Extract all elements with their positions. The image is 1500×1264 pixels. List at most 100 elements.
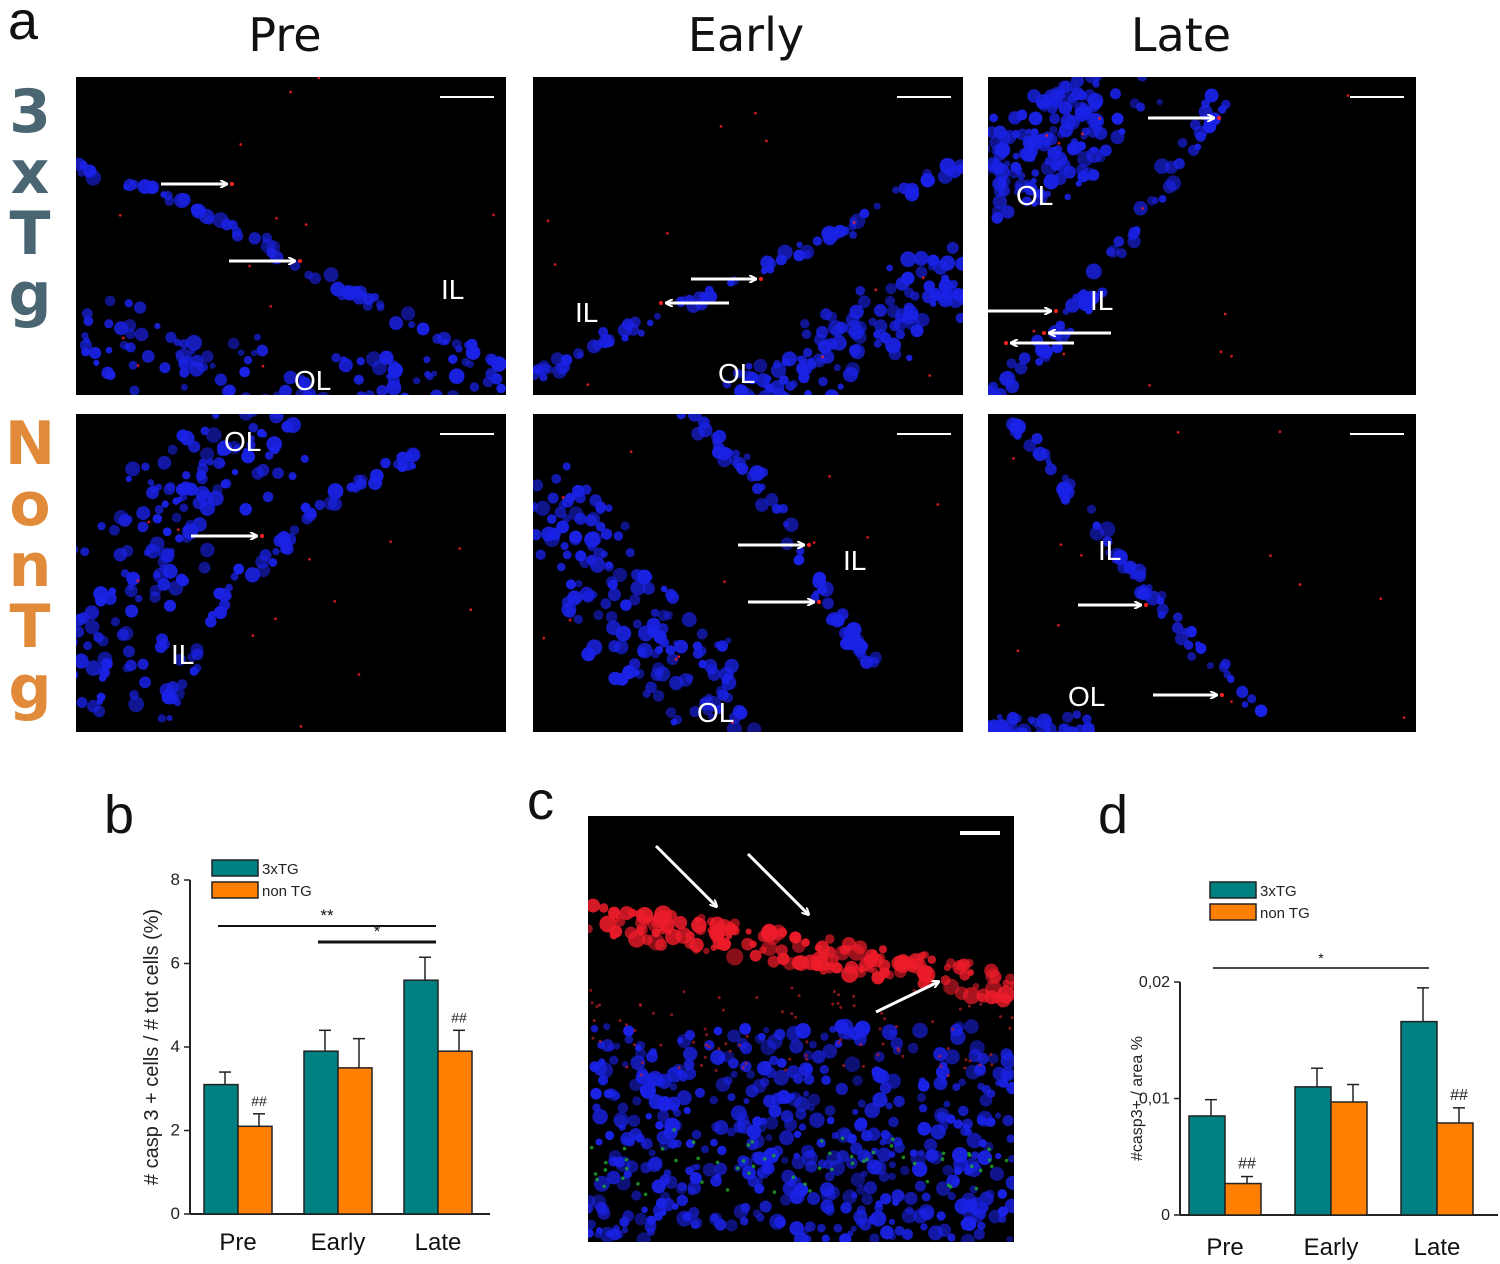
green-dot	[621, 1176, 625, 1181]
layer-label: OL	[294, 365, 331, 395]
caspase-dot	[861, 1064, 865, 1068]
caspase-dot	[754, 111, 757, 115]
caspase-dot	[1062, 352, 1066, 356]
caspase-dot	[333, 599, 337, 603]
caspase-dot	[724, 1042, 728, 1046]
y-axis-label: #casp3+ / area %	[1129, 1036, 1146, 1161]
caspase-dot	[912, 988, 916, 992]
nuclear-layer	[988, 710, 1095, 732]
green-dot	[741, 1159, 746, 1163]
row-label-char: T	[9, 199, 51, 269]
green-dot	[948, 1185, 953, 1189]
panel-label-b: b	[104, 785, 135, 845]
caspase-dot	[592, 1019, 596, 1023]
caspase-dot	[836, 1001, 840, 1005]
caspase-dot	[951, 1027, 955, 1031]
caspase-dot	[1080, 554, 1083, 557]
caspase-dot	[938, 1054, 942, 1058]
caspase-dot	[275, 216, 278, 220]
caspase-dot	[936, 503, 940, 506]
caspase-dot	[921, 276, 925, 280]
layer-label: IL	[575, 297, 598, 328]
caspase-dot	[880, 1011, 884, 1015]
caspase-dot	[299, 724, 303, 728]
y-tick-label: 8	[171, 870, 180, 889]
caspase-dot	[946, 1047, 950, 1051]
caspase-dot	[794, 1015, 798, 1019]
caspase-dot	[239, 143, 243, 146]
caspase-dot	[561, 496, 565, 499]
green-dot	[700, 1180, 704, 1184]
caspase-dot	[248, 264, 252, 268]
bar	[437, 1050, 473, 1215]
caspase-dot	[1217, 116, 1221, 120]
green-dot	[660, 1147, 665, 1151]
caspase-dot	[1220, 693, 1224, 697]
caspase-dot	[176, 528, 180, 531]
caspase-dot	[1056, 623, 1060, 627]
caspase-dot	[878, 1027, 882, 1031]
row-label-char: o	[9, 470, 51, 540]
green-dot	[987, 1158, 992, 1163]
caspase-dot	[1059, 543, 1063, 547]
caspase-dot	[1057, 141, 1061, 145]
nuclear-layer	[988, 77, 1163, 224]
caspase-dot	[723, 580, 726, 584]
layer-label: IL	[1090, 285, 1113, 316]
caspase-dot	[805, 1057, 809, 1061]
caspase-dot	[699, 1064, 703, 1068]
bar	[1188, 1115, 1226, 1216]
caspase-dot	[289, 90, 293, 94]
green-dot	[1004, 1158, 1009, 1163]
caspase-dot	[837, 993, 841, 997]
significance-mark: ##	[1450, 1087, 1468, 1104]
green-dot	[978, 1168, 983, 1173]
significance-label: *	[374, 922, 381, 941]
layer-label: IL	[1098, 535, 1121, 566]
green-dot	[828, 1151, 832, 1156]
caspase-dot	[590, 1001, 594, 1005]
bar	[1330, 1101, 1368, 1216]
green-dot	[808, 1189, 812, 1193]
row-label-char: g	[8, 653, 52, 723]
green-dot	[889, 1144, 894, 1148]
caspase-dot	[812, 541, 816, 544]
green-dot	[772, 1190, 777, 1194]
green-dot	[830, 1167, 834, 1172]
nuclear-layer	[76, 157, 506, 372]
significance-mark: ##	[451, 1009, 467, 1025]
caspase-dot	[659, 1043, 663, 1047]
legend-label: 3xTG	[262, 861, 299, 878]
column-header-early: Early	[687, 8, 805, 62]
nuclear-layer	[79, 295, 506, 395]
caspase-dot	[1230, 354, 1233, 358]
caspase-dot	[784, 1068, 788, 1072]
caspase-dot	[852, 994, 856, 998]
caspase-dot	[901, 1054, 905, 1058]
arrow-icon	[875, 982, 938, 1014]
caspase-dot	[1219, 350, 1223, 354]
caspase-dot	[1298, 583, 1302, 586]
bar	[237, 1125, 273, 1215]
green-dot	[593, 1172, 598, 1176]
caspase-dot	[704, 1043, 708, 1047]
caspase-dot	[1054, 309, 1058, 313]
caspase-dot	[719, 125, 723, 128]
green-dot	[941, 1151, 946, 1156]
micrograph-nontg-late: IL OL	[988, 414, 1416, 732]
caspase-dot	[640, 1061, 644, 1065]
caspase-dot	[639, 1073, 643, 1077]
caspase-dot	[625, 1065, 629, 1069]
row-label-3xtg: 3 x T g	[0, 82, 60, 326]
caspase-dot	[964, 1058, 968, 1062]
caspase-dot	[979, 1002, 983, 1006]
column-header-late: Late	[1130, 8, 1232, 62]
green-dot	[636, 1182, 640, 1186]
arrow-icon	[654, 844, 716, 906]
bar-chart-panel-d: 0 0,01 0,02 #casp3+ / area % Pre Early Late ## #…	[1120, 870, 1498, 1261]
caspase-dot	[703, 1027, 707, 1031]
row-label-char: n	[8, 531, 52, 601]
panel-label-c: c	[527, 771, 554, 831]
caspase-dot	[633, 1029, 637, 1033]
caspase-dot	[670, 1013, 674, 1017]
